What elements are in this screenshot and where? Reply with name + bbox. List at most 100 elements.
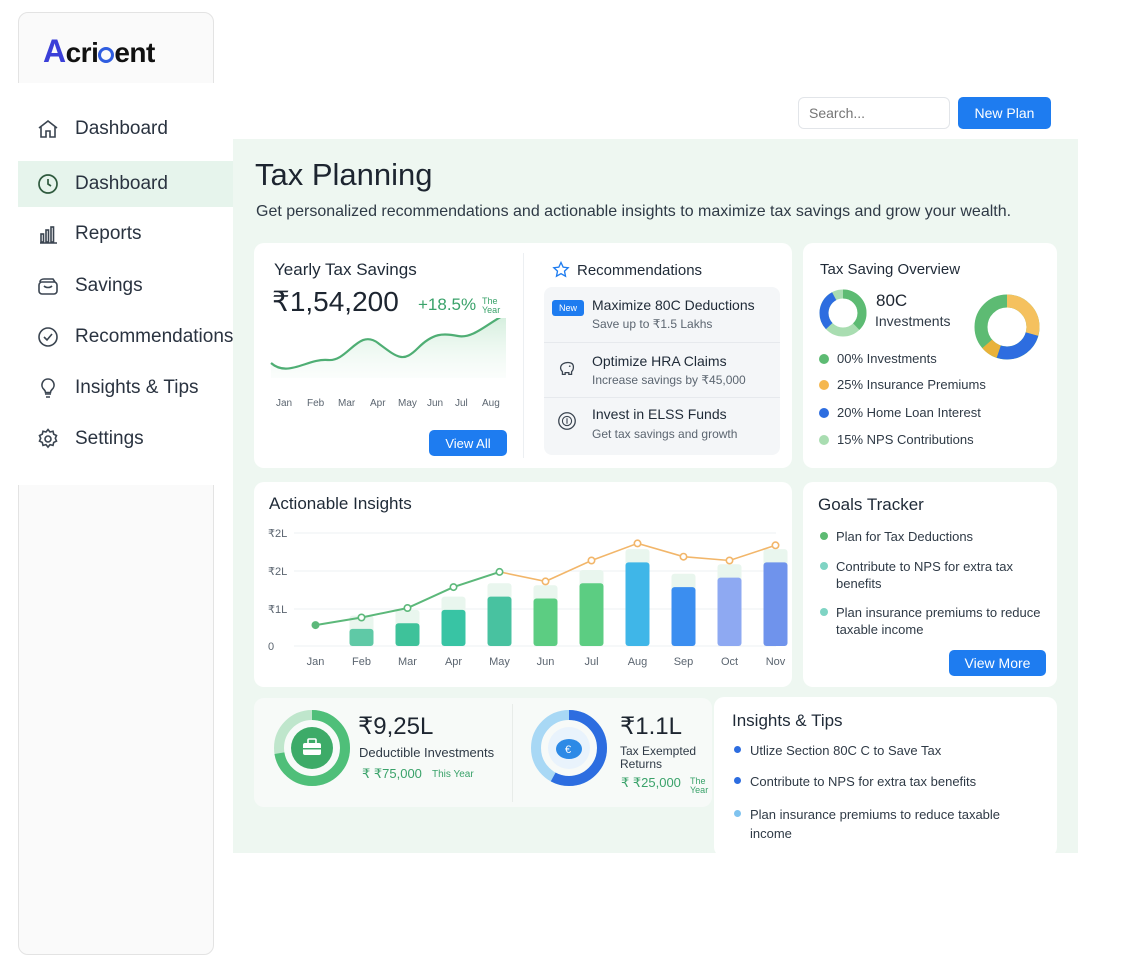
- logo-text-part: cri: [65, 37, 99, 68]
- month-label: Jan: [276, 398, 292, 409]
- goal-item: Plan for Tax Deductions: [820, 528, 1045, 545]
- note-line: Year: [482, 305, 501, 315]
- label-line: Tax Exempted: [620, 744, 697, 758]
- donut-segment: [974, 294, 1040, 360]
- legend-label: Insurance Premiums: [866, 377, 986, 392]
- goal-item: Plan insurance premiums to reduce taxabl…: [820, 604, 1045, 638]
- recommendation-subtitle: Save up to ₹1.5 Lakhs: [592, 317, 713, 331]
- note-line: Year: [690, 785, 709, 795]
- goal-dot: [820, 532, 828, 540]
- bar: [349, 628, 374, 646]
- insights-chart: ₹2L ₹2L ₹1L 0 Jan Feb Mar Apr May Jun Jul Aug Sep Oct…: [268, 528, 788, 668]
- y-tick-label: ₹2L: [268, 566, 287, 578]
- gear-icon: [38, 428, 58, 449]
- tip-item: Utlize Section 80C C to Save Tax: [734, 741, 1034, 760]
- sidebar-nav: Dashboard Dashboard Reports Savings Reco…: [18, 83, 234, 485]
- new-plan-button[interactable]: New Plan: [958, 97, 1051, 129]
- stats-divider: [512, 704, 513, 802]
- trend-point: [311, 621, 320, 630]
- star-icon: [552, 260, 570, 278]
- goal-item: Contribute to NPS for extra tax benefits: [820, 558, 1045, 592]
- recommendation-title: Maximize 80C Deductions: [592, 297, 755, 313]
- exempted-amount: ₹ ₹25,000: [621, 775, 681, 790]
- sidebar-item-reports[interactable]: Reports: [18, 211, 234, 257]
- deductible-label: Deductible Investments: [359, 745, 495, 760]
- trend-point: [357, 613, 366, 622]
- goals-tracker-card: Goals Tracker Plan for Tax Deductions Co…: [803, 482, 1057, 687]
- sidebar-item-insights[interactable]: Insights & Tips: [18, 365, 234, 411]
- legend-label: Investments: [866, 351, 937, 366]
- insights-chart-title: Actionable Insights: [269, 494, 412, 513]
- x-tick-label: Aug: [628, 656, 648, 668]
- bar: [763, 562, 788, 646]
- recommendation-item[interactable]: Optimize HRA Claims Increase savings by …: [544, 342, 780, 396]
- exempted-label: Tax Exempted Returns: [620, 745, 696, 771]
- x-tick-label: Sep: [674, 656, 694, 668]
- exempted-note: The Year: [690, 777, 708, 795]
- home-icon: [38, 119, 58, 138]
- yearly-savings-amount: ₹1,54,200: [272, 286, 399, 317]
- donut-segment: [819, 289, 867, 337]
- bar: [487, 596, 512, 646]
- deductible-value: ₹9,25L: [358, 713, 434, 740]
- recommendation-subtitle: Get tax savings and growth: [592, 427, 738, 441]
- deductible-ring-chart: [274, 710, 350, 786]
- goal-dot: [820, 608, 828, 616]
- view-more-button[interactable]: View More: [949, 650, 1046, 676]
- brand-logo[interactable]: Acri ent: [43, 33, 155, 70]
- small-donut-chart: [819, 289, 867, 337]
- yearly-change-note: The Year: [482, 297, 500, 315]
- trend-point: [725, 556, 734, 565]
- y-tick-label: 0: [268, 641, 274, 653]
- overview-legend-item: 25% Insurance Premiums: [819, 377, 986, 392]
- legend-pct: 00%: [837, 351, 864, 366]
- goal-dot: [820, 562, 828, 570]
- month-label: May: [398, 398, 417, 409]
- bar: [671, 587, 696, 646]
- view-all-button[interactable]: View All: [429, 430, 507, 456]
- bar: [533, 598, 558, 646]
- donut-segment: [819, 289, 867, 337]
- sidebar-item-label: Savings: [75, 275, 143, 296]
- actionable-insights-card: Actionable Insights ₹2L ₹2L ₹1L 0 Jan Feb Mar A…: [254, 482, 792, 687]
- x-tick-label: Jan: [307, 656, 325, 668]
- deductible-note: This Year: [432, 769, 474, 780]
- recommendation-item[interactable]: Invest in ELSS Funds Get tax savings and…: [544, 397, 780, 451]
- overview-legend-item: 15% NPS Contributions: [819, 432, 974, 447]
- month-label: Jun: [427, 398, 443, 409]
- sidebar-item-recommendations[interactable]: Recommendations: [18, 314, 234, 360]
- search-input[interactable]: [798, 97, 950, 129]
- exempted-value: ₹1.1L: [620, 713, 682, 740]
- sidebar-item-dashboard-home[interactable]: Dashboard: [18, 106, 234, 152]
- overview-legend-item: 00% Investments: [819, 351, 937, 366]
- overview-center-subtitle: Investments: [875, 313, 951, 329]
- card-divider: [523, 253, 524, 458]
- sidebar-item-savings[interactable]: Savings: [18, 263, 234, 309]
- bar: [625, 562, 650, 646]
- coin-icon: [558, 412, 576, 430]
- recommendation-item[interactable]: New Maximize 80C Deductions Save up to ₹…: [544, 287, 780, 341]
- page-subtitle: Get personalized recommendations and act…: [256, 203, 1012, 220]
- month-label: Jul: [455, 398, 468, 409]
- y-tick-label: ₹1L: [268, 604, 287, 616]
- note-line: The: [482, 296, 498, 306]
- sidebar-item-label: Dashboard: [75, 118, 168, 139]
- trend-point: [771, 541, 780, 550]
- main-content: New Plan Tax Planning Get personalized r…: [233, 83, 1078, 857]
- top-bar: New Plan: [233, 83, 1078, 139]
- legend-dot: [819, 407, 829, 418]
- svg-text:€: €: [565, 744, 571, 756]
- legend-dot: [819, 434, 829, 445]
- recommendation-title: Optimize HRA Claims: [592, 353, 727, 369]
- tip-dot: [734, 746, 741, 753]
- sidebar-item-settings[interactable]: Settings: [18, 416, 234, 462]
- recommendation-title: Invest in ELSS Funds: [592, 406, 727, 422]
- ring-progress: [531, 710, 607, 786]
- sidebar-item-dashboard[interactable]: Dashboard: [18, 161, 234, 207]
- tip-text: Contribute to NPS for extra tax benefits: [750, 774, 977, 789]
- bar: [441, 609, 466, 646]
- exempted-ring-chart: €: [531, 710, 607, 786]
- overview-center-title: 80C: [876, 291, 908, 310]
- x-tick-label: Nov: [766, 656, 786, 668]
- x-tick-label: Jul: [584, 656, 598, 668]
